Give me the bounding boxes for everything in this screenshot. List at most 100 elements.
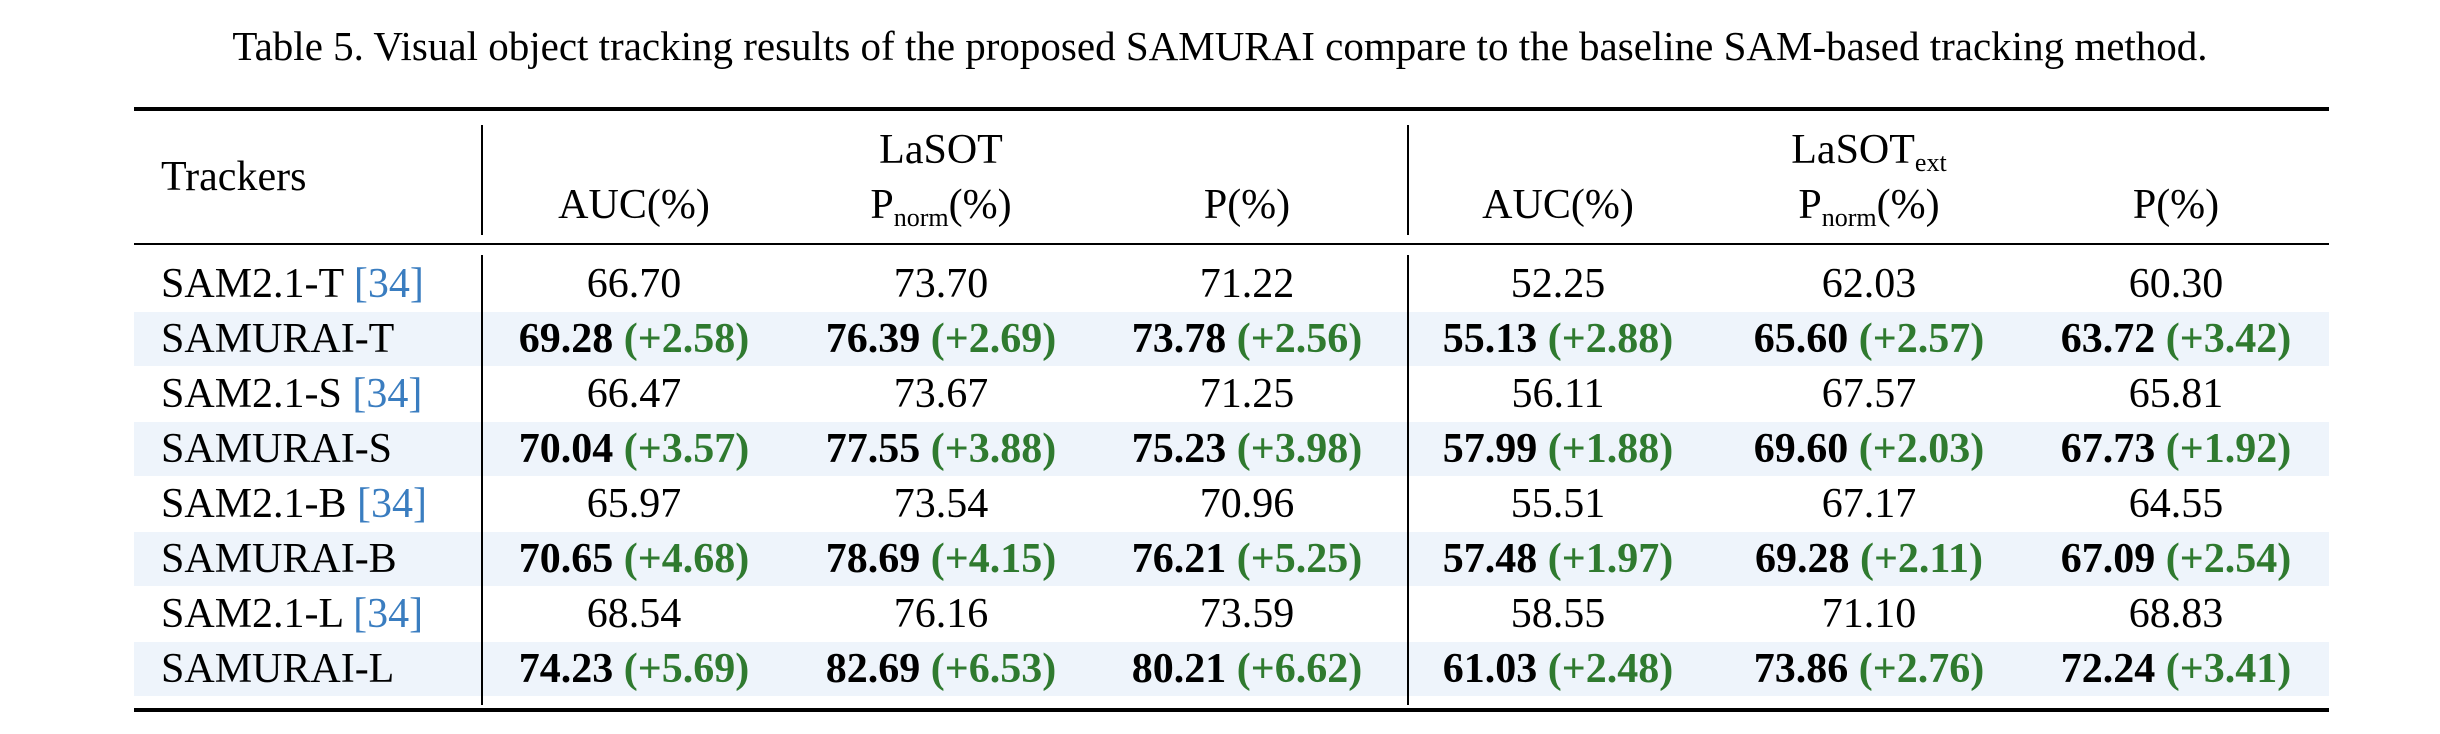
- row-shade: [134, 642, 2329, 696]
- value: 73.86: [1753, 646, 1849, 692]
- value: 65.97: [586, 481, 682, 527]
- delta: (+3.88): [930, 426, 1057, 472]
- top-rule: [134, 107, 2329, 111]
- value: 57.99: [1442, 426, 1538, 472]
- citation: [34]: [357, 481, 428, 527]
- tracker: SAM2.1-T: [161, 261, 344, 307]
- delta: (+5.69): [623, 646, 750, 692]
- value: 61.03: [1442, 646, 1538, 692]
- column-header: AUC(%): [558, 181, 710, 229]
- value: 68.83: [2128, 591, 2224, 637]
- cell: 63.72 (+3.42): [2061, 315, 2291, 363]
- cell: 56.11: [1512, 370, 1605, 418]
- cell: 74.23 (+5.69): [519, 645, 749, 693]
- delta: (+6.53): [930, 646, 1057, 692]
- cell: 73.86 (+2.76): [1754, 645, 1984, 693]
- delta: (+5.25): [1236, 536, 1363, 582]
- delta: (+2.88): [1547, 316, 1674, 362]
- column-text: P(%): [2132, 182, 2220, 228]
- delta: (+2.56): [1236, 316, 1363, 362]
- column-header: AUC(%): [1482, 181, 1634, 229]
- cell: 76.21 (+5.25): [1132, 535, 1362, 583]
- cell: 55.13 (+2.88): [1443, 315, 1673, 363]
- cell: 55.51: [1511, 480, 1606, 528]
- citation: [34]: [352, 371, 423, 417]
- value: 60.30: [2128, 261, 2224, 307]
- column-suffix: (%): [1876, 182, 1940, 228]
- cell: 71.22: [1200, 260, 1295, 308]
- value: 66.47: [586, 371, 682, 417]
- citation: [34]: [353, 591, 424, 637]
- cell: 57.99 (+1.88): [1443, 425, 1673, 473]
- delta: (+4.15): [930, 536, 1057, 582]
- delta: (+2.69): [930, 316, 1057, 362]
- cell: 70.96: [1200, 480, 1295, 528]
- column-divider: [481, 255, 483, 705]
- group-header: LaSOText: [1791, 126, 1947, 177]
- value: 66.70: [586, 261, 682, 307]
- group-name: LaSOT: [1791, 127, 1915, 173]
- column-header: Pnorm(%): [870, 181, 1011, 230]
- value: 76.16: [893, 591, 989, 637]
- tracker: SAM2.1-S: [161, 371, 342, 417]
- tracker: SAM2.1-L: [161, 591, 343, 637]
- delta: (+1.92): [2165, 426, 2292, 472]
- cell: 75.23 (+3.98): [1132, 425, 1362, 473]
- column-header: P(%): [1204, 181, 1290, 229]
- value: 68.54: [586, 591, 682, 637]
- column-text: AUC(%): [1482, 182, 1634, 228]
- tracker-name: SAMURAI-T: [161, 315, 394, 363]
- value: 67.09: [2060, 536, 2156, 582]
- column-divider: [481, 125, 483, 235]
- value: 75.23: [1131, 426, 1227, 472]
- value: 55.51: [1510, 481, 1606, 527]
- delta: (+2.48): [1547, 646, 1674, 692]
- cell: 66.47: [587, 370, 682, 418]
- value: 71.25: [1199, 371, 1295, 417]
- group-sub: ext: [1914, 147, 1947, 177]
- delta: (+6.62): [1236, 646, 1363, 692]
- value: 72.24: [2060, 646, 2156, 692]
- value: 69.28: [518, 316, 614, 362]
- cell: 73.67: [894, 370, 989, 418]
- tracker-name: SAM2.1-T [34]: [161, 260, 424, 308]
- value: 71.10: [1821, 591, 1917, 637]
- cell: 66.70: [587, 260, 682, 308]
- row-shade: [134, 532, 2329, 586]
- cell: 78.69 (+4.15): [826, 535, 1056, 583]
- cell: 76.16: [894, 590, 989, 638]
- column-divider: [1407, 255, 1409, 705]
- tracker: SAMURAI-S: [161, 426, 393, 472]
- tracker-name: SAM2.1-L [34]: [161, 590, 423, 638]
- delta: (+2.58): [623, 316, 750, 362]
- value: 71.22: [1199, 261, 1295, 307]
- cell: 80.21 (+6.62): [1132, 645, 1362, 693]
- value: 67.57: [1821, 371, 1917, 417]
- cell: 72.24 (+3.41): [2061, 645, 2291, 693]
- tracker: SAM2.1-B: [161, 481, 347, 527]
- value: 70.65: [518, 536, 614, 582]
- column-text: P: [870, 182, 894, 228]
- delta: (+2.11): [1859, 536, 1984, 582]
- column-text: AUC(%): [558, 182, 710, 228]
- value: 55.13: [1442, 316, 1538, 362]
- value: 70.04: [518, 426, 614, 472]
- cell: 73.54: [894, 480, 989, 528]
- value: 74.23: [518, 646, 614, 692]
- value: 69.60: [1753, 426, 1849, 472]
- tracker-name: SAMURAI-S: [161, 425, 392, 473]
- tracker: SAMURAI-B: [161, 536, 397, 582]
- cell: 67.73 (+1.92): [2061, 425, 2291, 473]
- cell: 65.81: [2129, 370, 2224, 418]
- delta: (+1.88): [1547, 426, 1674, 472]
- group-name: LaSOT: [879, 127, 1003, 173]
- value: 77.55: [825, 426, 921, 472]
- tracker-name: SAM2.1-B [34]: [161, 480, 427, 528]
- value: 73.78: [1131, 316, 1227, 362]
- cell: 65.97: [587, 480, 682, 528]
- cell: 71.25: [1200, 370, 1295, 418]
- delta: (+4.68): [623, 536, 750, 582]
- value: 69.28: [1754, 536, 1850, 582]
- value: 65.81: [2128, 371, 2224, 417]
